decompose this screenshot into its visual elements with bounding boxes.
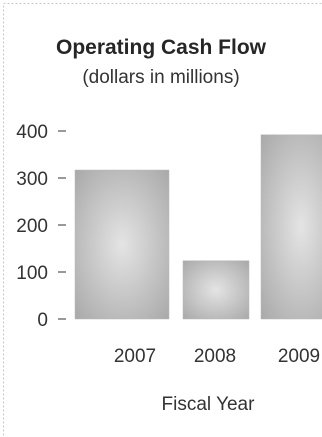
x-tick-label: 2008 [194,346,236,367]
x-tick-label: 2007 [114,346,156,367]
bar-2009 [260,134,322,320]
y-tick-label: 400 [16,122,48,143]
x-tick-label: 2009 [278,346,320,367]
chart-subtitle: (dollars in millions) [82,67,240,88]
bar-2008 [182,260,250,320]
x-axis-label: Fiscal Year [161,394,255,415]
chart-title: Operating Cash Flow [55,36,267,59]
y-tick-label: 100 [16,263,48,284]
y-tick-label: 300 [16,169,48,190]
bar-2007 [74,169,170,320]
y-tick-label: 0 [37,310,48,331]
y-tick-label: 200 [16,216,48,237]
chart-border [3,3,322,437]
